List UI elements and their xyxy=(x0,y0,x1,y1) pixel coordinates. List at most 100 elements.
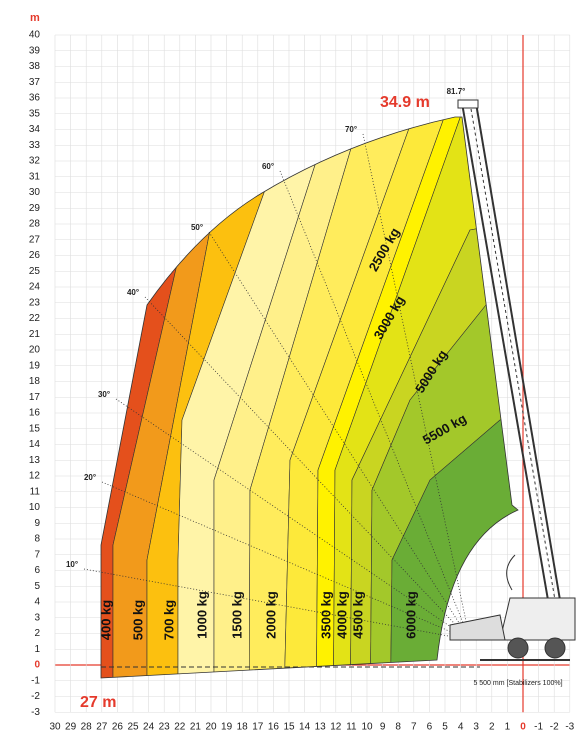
load-label: 1500 kg xyxy=(229,591,244,639)
y-tick-label: 7 xyxy=(34,549,40,560)
x-tick-label: 29 xyxy=(65,722,77,733)
unit-label: m xyxy=(30,12,40,24)
y-tick-label: 23 xyxy=(29,297,41,308)
y-tick-label: 13 xyxy=(29,455,41,466)
x-tick-label: 27 xyxy=(96,722,108,733)
y-tick-label: 18 xyxy=(29,376,41,387)
y-tick-label: 28 xyxy=(29,219,41,230)
y-tick-label: 37 xyxy=(29,77,41,88)
y-tick-label: 4 xyxy=(34,597,40,608)
y-tick-label: 17 xyxy=(29,392,41,403)
load-label: 1000 kg xyxy=(194,591,209,639)
x-tick-label: 23 xyxy=(159,722,171,733)
y-tick-label: 11 xyxy=(30,486,41,497)
y-tick-label: 39 xyxy=(29,45,41,56)
y-tick-label: -2 xyxy=(31,691,40,702)
x-tick-label: 1 xyxy=(505,722,511,733)
x-tick-label: 18 xyxy=(237,722,249,733)
x-tick-label: 26 xyxy=(112,722,124,733)
y-tick-label: 8 xyxy=(34,534,40,545)
y-tick-label: 22 xyxy=(29,313,41,324)
y-tick-label: 6 xyxy=(34,565,40,576)
angle-label: 70° xyxy=(345,125,357,134)
y-tick-label: 33 xyxy=(29,140,41,151)
load-label: 500 kg xyxy=(130,600,145,641)
x-tick-label: 13 xyxy=(315,722,327,733)
x-tick-label: 14 xyxy=(299,722,311,733)
x-tick-label: 9 xyxy=(380,722,386,733)
angle-label: 50° xyxy=(191,223,203,232)
x-tick-label: 12 xyxy=(330,722,342,733)
y-tick-label: 35 xyxy=(29,108,41,119)
y-tick-label: 38 xyxy=(29,61,41,72)
x-tick-label: 15 xyxy=(283,722,295,733)
x-tick-label: -2 xyxy=(550,722,559,733)
x-tick-label: 21 xyxy=(190,722,202,733)
x-tick-label: 11 xyxy=(346,722,357,733)
x-tick-label: 19 xyxy=(221,722,233,733)
y-tick-label: 24 xyxy=(29,282,41,293)
angle-label: 10° xyxy=(66,560,78,569)
x-tick-label: -3 xyxy=(565,722,574,733)
x-tick-label: 4 xyxy=(458,722,464,733)
y-tick-label: 9 xyxy=(34,518,40,529)
x-tick-label: 17 xyxy=(252,722,264,733)
x-tick-label: 7 xyxy=(411,722,417,733)
max-reach: 27 m xyxy=(80,694,116,711)
y-tick-label: 25 xyxy=(29,266,41,277)
angle-label: 81.7° xyxy=(447,87,466,96)
load-label: 6000 kg xyxy=(403,591,418,639)
y-tick-label: 10 xyxy=(29,502,41,513)
y-tick-label: 12 xyxy=(29,471,41,482)
x-tick-label: 20 xyxy=(205,722,217,733)
y-tick-label: 40 xyxy=(29,30,41,41)
load-label: 4500 kg xyxy=(350,591,365,639)
y-tick-label: 19 xyxy=(29,360,41,371)
angle-label: 20° xyxy=(84,473,96,482)
y-tick-label: 21 xyxy=(29,329,41,340)
x-tick-label: 24 xyxy=(143,722,155,733)
y-tick-label: 2 xyxy=(34,628,40,639)
y-tick-label: 29 xyxy=(29,203,41,214)
x-tick-label: 8 xyxy=(395,722,401,733)
y-tick-label: 16 xyxy=(29,408,41,419)
y-tick-label: 15 xyxy=(29,423,41,434)
y-tick-label: 5 xyxy=(34,581,40,592)
x-tick-label: 5 xyxy=(442,722,448,733)
max-height: 34.9 m xyxy=(380,94,430,111)
y-tick-label: 1 xyxy=(34,644,40,655)
x-tick-label: 22 xyxy=(174,722,186,733)
angle-label: 40° xyxy=(127,288,139,297)
load-label: 4000 kg xyxy=(334,591,349,639)
load-label: 400 kg xyxy=(98,600,113,641)
angle-label: 30° xyxy=(98,390,110,399)
load-label: 2000 kg xyxy=(263,591,278,639)
y-tick-label: 34 xyxy=(29,124,41,135)
x-tick-label: 30 xyxy=(49,722,61,733)
x-tick-label: -1 xyxy=(534,722,543,733)
load-chart: 34.9 m 27 m 5 500 mm [Stabilizers 100%] … xyxy=(0,0,582,738)
x-tick-label: 3 xyxy=(473,722,479,733)
x-tick-label: 25 xyxy=(127,722,139,733)
x-tick-label: 10 xyxy=(361,722,373,733)
load-label: 3500 kg xyxy=(318,591,333,639)
y-tick-label: 30 xyxy=(29,187,41,198)
x-tick-label: 16 xyxy=(268,722,280,733)
y-tick-label: 31 xyxy=(29,171,41,182)
x-tick-label: 0 xyxy=(520,722,526,733)
y-tick-label: 3 xyxy=(34,612,40,623)
angle-label: 60° xyxy=(262,162,274,171)
x-tick-label: 6 xyxy=(427,722,433,733)
y-tick-label: -3 xyxy=(31,707,40,718)
y-tick-label: 27 xyxy=(29,234,41,245)
y-tick-label: 32 xyxy=(29,156,41,167)
y-tick-label: 0 xyxy=(34,660,40,671)
y-tick-label: 14 xyxy=(29,439,41,450)
y-tick-label: 36 xyxy=(29,93,41,104)
y-tick-label: 20 xyxy=(29,345,41,356)
y-tick-label: 26 xyxy=(29,250,41,261)
x-tick-label: 28 xyxy=(81,722,93,733)
y-tick-label: -1 xyxy=(31,675,40,686)
x-tick-label: 2 xyxy=(489,722,495,733)
stabilizers-note: 5 500 mm [Stabilizers 100%] xyxy=(473,680,562,687)
